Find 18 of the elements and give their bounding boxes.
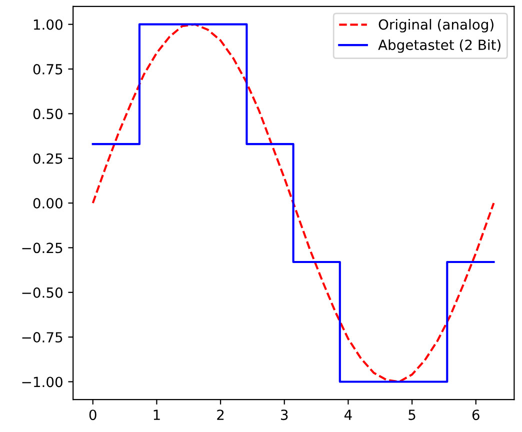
- x-tick-label: 5: [408, 410, 416, 420]
- x-tick-label: 2: [217, 410, 224, 420]
- y-tick-label: −0.25: [22, 242, 62, 254]
- y-tick-label: 1.00: [34, 19, 62, 30]
- legend-label: Original (analog): [378, 18, 494, 32]
- y-tick-label: 0.00: [33, 198, 62, 209]
- y-tick-label: 0.75: [33, 64, 62, 74]
- x-tick-label: 6: [472, 410, 480, 420]
- y-tick-label: −1.00: [22, 376, 62, 388]
- y-tick-label: 0.50: [33, 108, 62, 120]
- y-tick-label: −0.75: [22, 332, 62, 343]
- x-tick-label: 1: [154, 410, 160, 420]
- y-tick-label: −0.50: [22, 287, 62, 298]
- x-tick-label: 0: [89, 410, 96, 420]
- x-tick-label: 3: [281, 410, 288, 420]
- y-tick-label: 0.25: [33, 153, 62, 164]
- x-tick-label: 4: [344, 410, 352, 420]
- legend-label: Abgetastet (2 Bit): [378, 39, 500, 53]
